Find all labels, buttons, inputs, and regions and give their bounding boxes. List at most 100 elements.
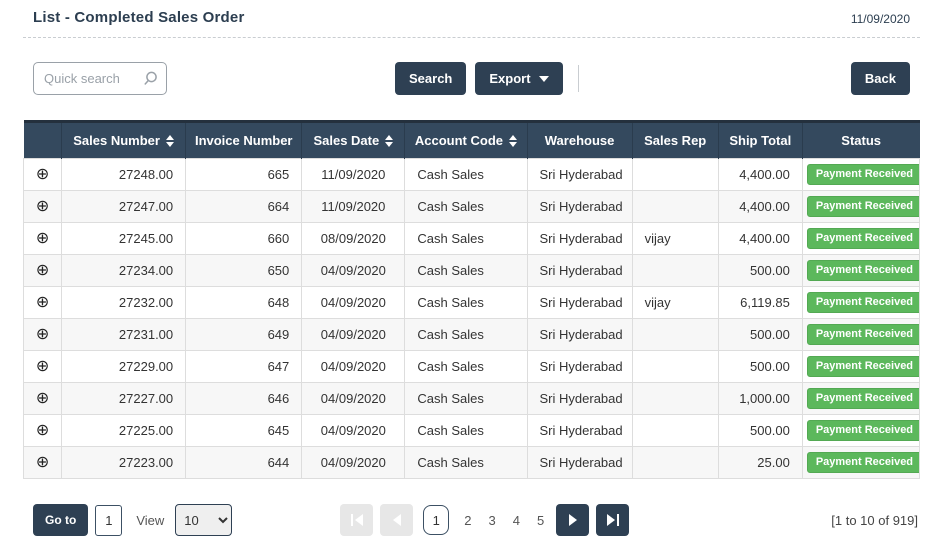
status-badge[interactable]: Payment Received [806,356,919,377]
expand-row-icon[interactable]: ⊕ [35,325,50,343]
column-header-account-code[interactable]: Account Code [404,120,528,159]
cell-sales-number: 27227.00 [61,382,187,415]
expand-row-icon[interactable]: ⊕ [35,293,50,311]
status-badge[interactable]: Payment Received [806,452,919,473]
table-row: ⊕ 27231.00 649 04/09/2020 Cash Sales Sri… [22,318,921,351]
cell-account-code: Cash Sales [404,286,528,319]
cell-sales-number: 27234.00 [61,254,187,287]
goto-page-input[interactable] [95,504,123,536]
cell-account-code: Cash Sales [404,446,528,479]
cell-ship-total: 500.00 [717,414,803,447]
expand-row-icon[interactable]: ⊕ [35,389,50,407]
table-footer: Go to View 10 1 2 3 4 5 [1 to 10 of 9 [23,504,920,536]
export-button[interactable]: Export [475,62,563,95]
cell-ship-total: 500.00 [717,350,803,383]
first-page-icon [350,514,353,526]
expand-row-icon[interactable]: ⊕ [35,165,50,183]
search-button[interactable]: Search [395,62,467,95]
cell-sales-rep [631,158,719,191]
cell-warehouse: Sri Hyderabad [526,158,633,191]
goto-page-button[interactable]: Go to [33,504,89,536]
status-badge[interactable]: Payment Received [806,164,919,185]
cell-sales-date: 11/09/2020 [301,158,406,191]
cell-warehouse: Sri Hyderabad [526,446,633,479]
column-label: Warehouse [544,133,615,148]
cell-sales-number: 27245.00 [61,222,187,255]
sort-icon[interactable] [385,134,394,147]
back-button[interactable]: Back [850,62,910,95]
expand-row-icon[interactable]: ⊕ [35,421,50,439]
cell-warehouse: Sri Hyderabad [526,414,633,447]
cell-sales-date: 04/09/2020 [301,350,406,383]
table-row: ⊕ 27225.00 645 04/09/2020 Cash Sales Sri… [22,414,921,447]
status-badge[interactable]: Payment Received [806,324,919,345]
status-badge[interactable]: Payment Received [806,420,919,441]
expand-row-icon[interactable]: ⊕ [35,357,50,375]
page-number-link[interactable]: 3 [488,512,496,528]
status-badge[interactable]: Payment Received [806,388,919,409]
cell-sales-rep [631,414,719,447]
table-row: ⊕ 27227.00 646 04/09/2020 Cash Sales Sri… [22,382,921,415]
page-number-current[interactable]: 1 [423,505,450,535]
column-label: Sales Date [313,133,380,148]
cell-warehouse: Sri Hyderabad [526,382,633,415]
column-header-ship-total: Ship Total [718,120,803,159]
column-label: Invoice Number [194,133,293,148]
expand-row-icon[interactable]: ⊕ [35,261,50,279]
table-row: ⊕ 27223.00 644 04/09/2020 Cash Sales Sri… [22,446,921,479]
sales-order-table: Sales Number Invoice Number Sales Date A… [22,120,921,479]
page-number-link[interactable]: 5 [536,512,545,528]
toolbar: Search Export Back [23,62,920,95]
expand-row-icon[interactable]: ⊕ [35,453,50,471]
cell-account-code: Cash Sales [404,254,528,287]
sort-icon[interactable] [165,134,174,147]
quick-search [33,62,167,95]
column-header-sales-date[interactable]: Sales Date [301,120,406,159]
next-page-icon [568,514,577,526]
page-title: List - Completed Sales Order [33,9,245,26]
page-size-select[interactable]: 10 [175,504,233,536]
cell-sales-number: 27223.00 [61,446,187,479]
status-badge[interactable]: Payment Received [806,260,919,281]
cell-invoice-number: 647 [185,350,303,383]
column-label: Sales Rep [644,133,707,148]
cell-warehouse: Sri Hyderabad [526,254,633,287]
next-page-button[interactable] [556,504,590,536]
export-button-label: Export [489,71,531,86]
last-page-button[interactable] [596,504,630,536]
view-label: View [136,512,165,528]
status-badge[interactable]: Payment Received [806,292,919,313]
previous-page-button[interactable] [380,504,414,536]
cell-account-code: Cash Sales [404,222,528,255]
cell-sales-number: 27231.00 [61,318,187,351]
cell-invoice-number: 665 [185,158,303,191]
cell-ship-total: 1,000.00 [717,382,803,415]
last-page-icon [606,514,615,526]
cell-ship-total: 4,400.00 [717,190,803,223]
chevron-down-icon [538,75,549,82]
cell-sales-rep [631,350,719,383]
expand-row-icon[interactable]: ⊕ [35,229,50,247]
cell-invoice-number: 664 [185,190,303,223]
sort-icon[interactable] [509,134,518,147]
search-input[interactable] [33,62,167,95]
page-number-link[interactable]: 4 [512,512,520,528]
expand-row-icon[interactable]: ⊕ [35,197,50,215]
current-date: 11/09/2020 [850,12,910,26]
page-number-link[interactable]: 2 [464,512,472,528]
cell-sales-date: 04/09/2020 [301,286,406,319]
cell-ship-total: 4,400.00 [717,158,803,191]
status-badge[interactable]: Payment Received [806,228,919,249]
previous-page-icon [392,514,401,526]
cell-account-code: Cash Sales [404,350,528,383]
cell-ship-total: 25.00 [717,446,803,479]
cell-sales-date: 11/09/2020 [301,190,406,223]
table-row: ⊕ 27248.00 665 11/09/2020 Cash Sales Sri… [22,158,921,191]
cell-ship-total: 6,119.85 [717,286,803,319]
cell-account-code: Cash Sales [404,190,528,223]
cell-warehouse: Sri Hyderabad [526,350,633,383]
status-badge[interactable]: Payment Received [806,196,919,217]
column-header-sales-number[interactable]: Sales Number [61,120,187,159]
first-page-button[interactable] [340,504,374,536]
column-header-invoice-number: Invoice Number [185,120,303,159]
